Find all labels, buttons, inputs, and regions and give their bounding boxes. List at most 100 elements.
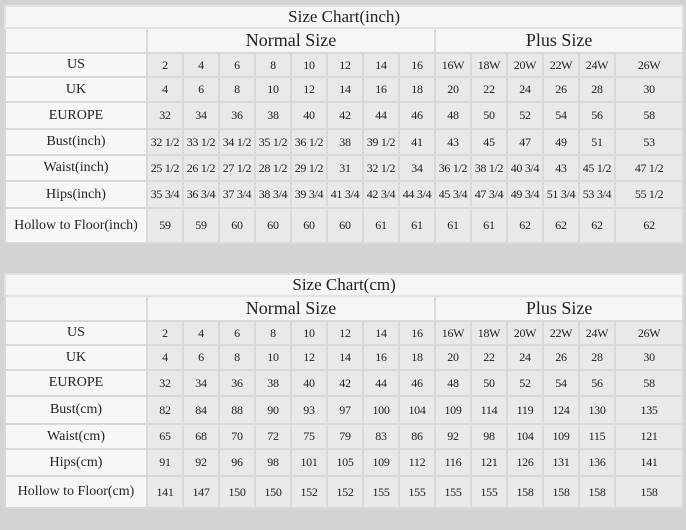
table-cell: 18 <box>398 76 436 103</box>
table-row: EUROPE 32 34 36 38 40 42 44 46 48 50 52 54 56 58 <box>4 101 685 130</box>
table-cell: 34 1/2 <box>218 128 256 156</box>
table-cell: 109 <box>542 423 580 450</box>
table-cell: 34 <box>182 101 220 130</box>
table-cell: 86 <box>398 423 436 450</box>
table-cell: 58 <box>613 101 685 130</box>
table-cell: 150 <box>254 475 292 509</box>
table-cell: 61 <box>470 207 508 244</box>
table-cell: 92 <box>182 448 220 477</box>
row-label: EUROPE <box>4 369 148 397</box>
table-row: US 2 4 6 8 10 12 14 16 16W 18W 20W 22W 24W 26W <box>4 320 685 346</box>
table-cell: 31 <box>326 154 364 182</box>
table-cell: 126 <box>506 448 544 477</box>
table-cell: 49 <box>542 128 580 156</box>
table-cell: 8 <box>254 320 292 346</box>
table-cell: 38 <box>254 369 292 397</box>
size-table: Size Chart(inch) Normal Size Plus Size US 2 4… <box>3 5 685 244</box>
table-cell: 14 <box>362 320 400 346</box>
table-cell: 16W <box>434 320 472 346</box>
table-cell: 16W <box>434 52 472 78</box>
table-cell: 32 1/2 <box>146 128 184 156</box>
table-cell: 158 <box>506 475 544 509</box>
table-cell: 152 <box>290 475 328 509</box>
table-cell: 155 <box>398 475 436 509</box>
table-cell: 46 <box>398 101 436 130</box>
table-cell: 47 1/2 <box>613 154 685 182</box>
table-cell: 34 <box>182 369 220 397</box>
table-cell: 4 <box>182 52 220 78</box>
table-cell: 18 <box>398 344 436 371</box>
table-cell: 43 <box>542 154 580 182</box>
table-cell: 50 <box>470 101 508 130</box>
table-cell: 10 <box>290 320 328 346</box>
table-cell: 68 <box>182 423 220 450</box>
table-cell: 58 <box>613 369 685 397</box>
table-cell: 24W <box>578 52 616 78</box>
table-cell: 62 <box>542 207 580 244</box>
table-row: Waist(cm) 65 68 70 72 75 79 83 86 92 98 104 109 115 12… <box>4 423 685 450</box>
table-cell: 61 <box>362 207 400 244</box>
table-cell: 109 <box>434 395 472 425</box>
group-header-row: Normal Size Plus Size <box>4 295 685 322</box>
table-cell: 105 <box>326 448 364 477</box>
table-cell: 75 <box>290 423 328 450</box>
table-cell: 51 3/4 <box>542 180 580 209</box>
table-cell: 55 1/2 <box>613 180 685 209</box>
table-row: Hollow to Floor(inch) 59 59 60 60 60 60 61 61 61 6… <box>4 207 685 244</box>
table-cell: 10 <box>290 52 328 78</box>
table-cell: 35 1/2 <box>254 128 292 156</box>
table-cell: 8 <box>218 76 256 103</box>
table-cell: 30 <box>613 76 685 103</box>
table-cell: 6 <box>218 52 256 78</box>
table-cell: 26W <box>613 52 685 78</box>
table-cell: 45 3/4 <box>434 180 472 209</box>
table-cell: 150 <box>218 475 256 509</box>
table-cell: 38 1/2 <box>470 154 508 182</box>
table-cell: 25 1/2 <box>146 154 184 182</box>
table-cell: 39 3/4 <box>290 180 328 209</box>
table-row: Bust(cm) 82 84 88 90 93 97 100 104 109 114 119 124 13… <box>4 395 685 425</box>
table-cell: 20 <box>434 344 472 371</box>
table-cell: 112 <box>398 448 436 477</box>
row-label: Bust(inch) <box>4 128 148 156</box>
table-cell: 10 <box>254 76 292 103</box>
table-cell: 32 1/2 <box>362 154 400 182</box>
row-label: UK <box>4 76 148 103</box>
table-cell: 155 <box>470 475 508 509</box>
table-cell: 8 <box>218 344 256 371</box>
table-cell: 34 <box>398 154 436 182</box>
table-cell: 136 <box>578 448 616 477</box>
table-cell: 20W <box>506 52 544 78</box>
row-label: Waist(inch) <box>4 154 148 182</box>
table-cell: 12 <box>290 76 328 103</box>
table-cell: 4 <box>146 76 184 103</box>
group-normal-size: Normal Size <box>146 27 436 54</box>
table-cell: 92 <box>434 423 472 450</box>
table-cell: 98 <box>254 448 292 477</box>
table-cell: 61 <box>398 207 436 244</box>
table-row: Hips(cm) 91 92 96 98 101 105 109 112 116 121 126 131… <box>4 448 685 477</box>
table-cell: 26W <box>613 320 685 346</box>
table-cell: 2 <box>146 52 184 78</box>
table-cell: 62 <box>578 207 616 244</box>
table-cell: 32 <box>146 101 184 130</box>
group-plus-size: Plus Size <box>433 295 685 322</box>
table-cell: 6 <box>182 76 220 103</box>
table-cell: 16 <box>398 320 436 346</box>
table-cell: 119 <box>506 395 544 425</box>
table-cell: 47 3/4 <box>470 180 508 209</box>
header-corner-cell <box>4 27 148 54</box>
title-row: Size Chart(cm) <box>3 273 685 297</box>
table-cell: 20W <box>506 320 544 346</box>
group-plus-size: Plus Size <box>433 27 685 54</box>
table-cell: 147 <box>182 475 220 509</box>
table-cell: 56 <box>578 101 616 130</box>
table-cell: 60 <box>254 207 292 244</box>
table-cell: 52 <box>506 369 544 397</box>
table-cell: 42 <box>326 369 364 397</box>
table-cell: 8 <box>254 52 292 78</box>
table-cell: 33 1/2 <box>182 128 220 156</box>
table-cell: 28 1/2 <box>254 154 292 182</box>
table-cell: 90 <box>254 395 292 425</box>
size-table: Size Chart(cm) Normal Size Plus Size US 2 4 6 8… <box>3 273 685 509</box>
